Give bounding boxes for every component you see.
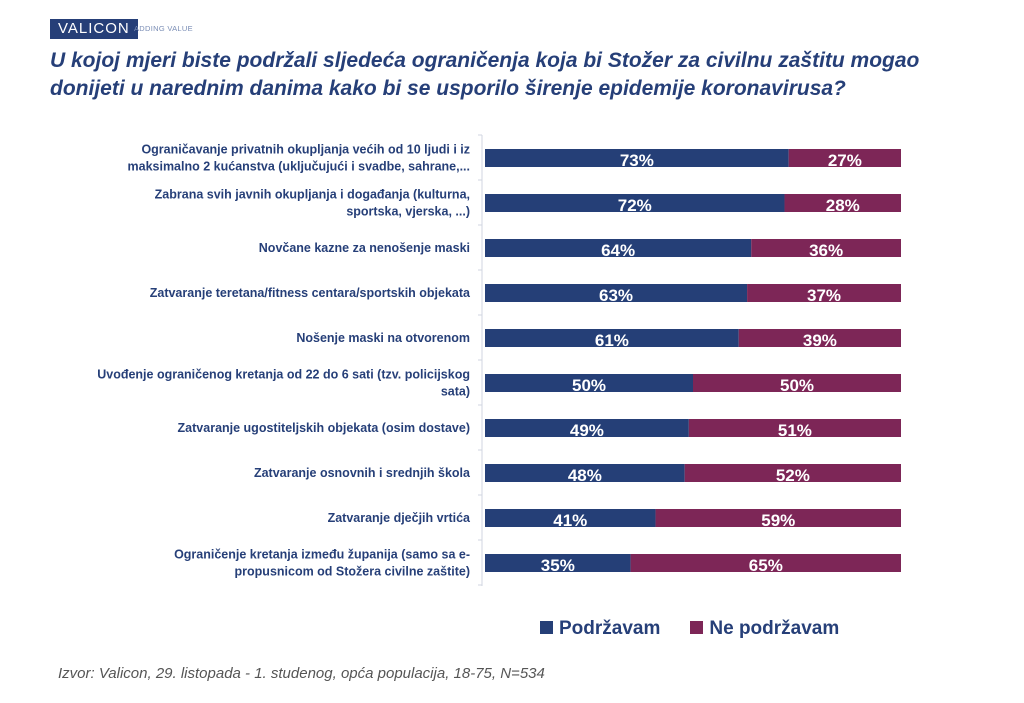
category-label: Zatvaranje dječjih vrtića xyxy=(328,511,471,525)
data-label: 35% xyxy=(541,556,575,575)
bar-ne-podrzavam xyxy=(684,464,901,482)
bar-podrzavam xyxy=(485,554,631,572)
data-label: 72% xyxy=(618,196,652,215)
data-label: 41% xyxy=(553,511,587,530)
category-label: Ograničenje kretanja između županija (sa… xyxy=(174,548,470,579)
bar-podrzavam xyxy=(485,509,656,527)
category-label: Nošenje maski na otvorenom xyxy=(296,331,470,345)
data-label: 27% xyxy=(828,151,862,170)
bar-podrzavam xyxy=(485,284,748,302)
bar-ne-podrzavam xyxy=(630,554,901,572)
data-label: 28% xyxy=(826,196,860,215)
valicon-logo: VALICON xyxy=(50,19,138,39)
data-label: 73% xyxy=(620,151,654,170)
bar-ne-podrzavam xyxy=(788,149,901,167)
data-label: 50% xyxy=(780,376,814,395)
chart-title: U kojoj mjeri biste podržali sljedeća og… xyxy=(50,49,920,100)
bar-ne-podrzavam xyxy=(751,239,901,257)
data-label: 37% xyxy=(807,286,841,305)
bar-podrzavam xyxy=(485,464,685,482)
bar-podrzavam xyxy=(485,149,789,167)
bar-ne-podrzavam xyxy=(693,374,901,392)
logo-tagline: ADDING VALUE xyxy=(134,24,193,33)
bar-ne-podrzavam xyxy=(688,419,901,437)
legend: Podržavam Ne podržavam xyxy=(540,618,839,640)
data-label: 63% xyxy=(599,286,633,305)
bar-podrzavam xyxy=(485,239,752,257)
legend-swatch xyxy=(540,621,553,634)
bar-podrzavam xyxy=(485,374,693,392)
bar-ne-podrzavam xyxy=(738,329,901,347)
data-label: 51% xyxy=(778,421,812,440)
data-label: 48% xyxy=(568,466,602,485)
category-label: Ograničavanje privatnih okupljanja većih… xyxy=(128,143,471,174)
bar-podrzavam xyxy=(485,194,785,212)
data-label: 49% xyxy=(570,421,604,440)
category-label: Zatvaranje ugostiteljskih objekata (osim… xyxy=(178,421,470,435)
data-label: 52% xyxy=(776,466,810,485)
legend-swatch xyxy=(690,621,704,634)
category-label: Zatvaranje osnovnih i srednjih škola xyxy=(254,466,471,480)
data-label: 36% xyxy=(809,241,843,260)
legend-label: Ne podržavam xyxy=(709,618,840,639)
data-label: 61% xyxy=(595,331,629,350)
source-note: Izvor: Valicon, 29. listopada - 1. stude… xyxy=(58,665,545,682)
category-label: Zatvaranje teretana/fitness centara/spor… xyxy=(150,286,471,300)
bar-podrzavam xyxy=(485,329,739,347)
category-label: Uvođenje ograničenog kretanja od 22 do 6… xyxy=(97,368,470,399)
data-label: 59% xyxy=(761,511,795,530)
legend-item-ne-podrzavam: Ne podržavam xyxy=(690,618,839,640)
legend-label: Podržavam xyxy=(559,618,661,639)
bar-ne-podrzavam xyxy=(784,194,901,212)
bar-ne-podrzavam xyxy=(747,284,901,302)
bar-podrzavam xyxy=(485,419,689,437)
category-label: Novčane kazne za nenošenje maski xyxy=(259,241,470,255)
data-label: 50% xyxy=(572,376,606,395)
data-label: 65% xyxy=(749,556,783,575)
legend-item-podrzavam: Podržavam xyxy=(540,618,660,640)
data-label: 64% xyxy=(601,241,635,260)
data-label: 39% xyxy=(803,331,837,350)
bar-ne-podrzavam xyxy=(655,509,901,527)
category-label: Zabrana svih javnih okupljanja i događan… xyxy=(155,188,470,219)
